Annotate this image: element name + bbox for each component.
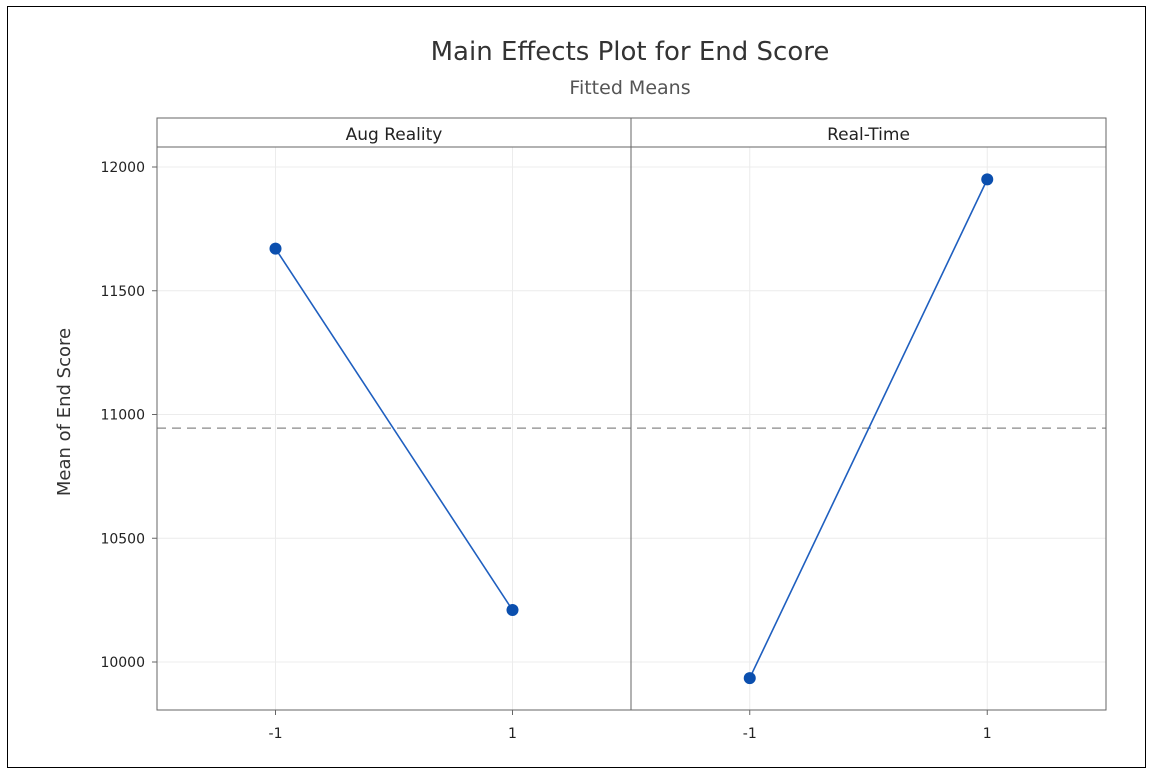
series-line-aug-reality xyxy=(276,249,513,610)
data-point-real-time xyxy=(981,173,993,185)
panel-label-real-time: Real-Time xyxy=(827,125,910,145)
panel-label-aug-reality: Aug Reality xyxy=(346,125,443,145)
y-tick-label: 11500 xyxy=(100,284,145,300)
data-point-real-time xyxy=(744,672,756,684)
data-point-aug-reality xyxy=(507,604,519,616)
x-tick-label: -1 xyxy=(743,726,757,742)
y-tick-label: 11000 xyxy=(100,408,145,424)
chart-title: Main Effects Plot for End Score xyxy=(431,37,830,67)
chart-subtitle: Fitted Means xyxy=(569,77,690,99)
series-line-real-time xyxy=(750,179,988,678)
plot-area: Aug Reality Real-Time 10000 10500 11000 11500… xyxy=(100,118,1106,742)
x-tick-label: 1 xyxy=(983,726,992,742)
data-point-aug-reality xyxy=(270,243,282,255)
y-tick-label: 10000 xyxy=(100,655,145,671)
y-axis-label: Mean of End Score xyxy=(54,328,75,496)
y-tick-label: 10500 xyxy=(100,531,145,547)
x-tick-label: 1 xyxy=(508,726,517,742)
x-tick-label: -1 xyxy=(269,726,283,742)
y-tick-label: 12000 xyxy=(100,160,145,176)
